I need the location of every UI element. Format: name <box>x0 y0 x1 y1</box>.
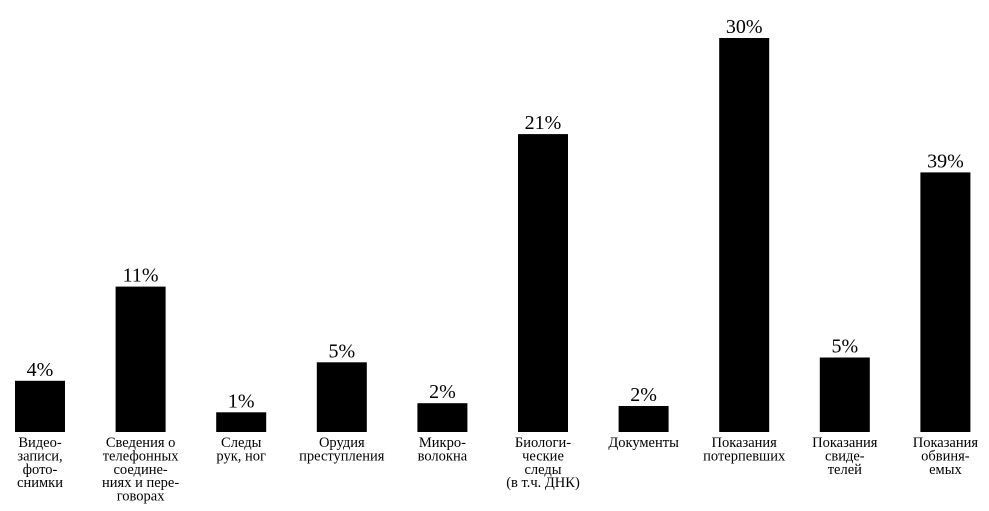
value-label-0: 4% <box>27 359 54 381</box>
category-label-8: Показания свиде-телей <box>812 435 878 478</box>
category-label-line: говорах <box>117 489 166 505</box>
category-label-line: записи, <box>17 448 62 464</box>
value-label-1: 11% <box>123 265 159 287</box>
category-label-5: Биологи-ческие следы (в т.ч. ДНК) <box>506 435 580 491</box>
category-label-line: емых <box>929 462 962 478</box>
category-label-line: телефонных <box>103 448 180 464</box>
bar-5 <box>518 134 568 432</box>
category-label-line: Показания <box>812 435 878 451</box>
value-label-8: 5% <box>831 336 858 358</box>
value-label-2: 1% <box>228 390 255 412</box>
category-label-6: Документы <box>608 435 679 451</box>
bar-9 <box>920 172 971 432</box>
category-label-line: обвиня- <box>921 448 970 464</box>
category-label-line: потерпевших <box>703 448 786 464</box>
bar-6 <box>618 406 669 432</box>
value-label-3: 5% <box>328 340 355 362</box>
category-label-0: Видео-записи, фото-снимки <box>17 435 63 491</box>
category-label-line: телей <box>828 462 862 478</box>
category-label-line: фото- <box>23 462 58 478</box>
value-label-6: 2% <box>630 384 657 406</box>
category-label-line: Сведения о <box>106 435 176 451</box>
category-label-line: ниях и пере- <box>102 475 179 491</box>
category-label-line: Показания <box>712 435 778 451</box>
bar-0 <box>15 380 65 432</box>
bars-group <box>15 38 971 432</box>
value-label-4: 2% <box>429 381 456 403</box>
category-labels-group: Видео-записи, фото-снимки Сведения о телефо… <box>17 435 978 505</box>
category-label-line: снимки <box>17 475 63 491</box>
category-label-line: ческие <box>522 448 564 464</box>
category-label-line: следы <box>524 462 561 478</box>
category-label-line: Микро- <box>419 435 466 451</box>
category-label-line: Биологи- <box>515 435 571 451</box>
category-label-2: Следы рук, ног <box>216 435 266 464</box>
value-label-7: 30% <box>726 16 763 38</box>
category-label-line: (в т.ч. ДНК) <box>506 475 580 491</box>
category-label-line: рук, ног <box>216 448 266 464</box>
category-label-line: волокна <box>418 448 468 464</box>
value-label-9: 39% <box>927 150 964 172</box>
category-label-line: свиде- <box>825 448 865 464</box>
category-label-line: соедине- <box>113 462 167 478</box>
category-label-9: Показания обвиня-емых <box>913 435 979 478</box>
bar-2 <box>216 412 267 432</box>
category-label-line: Следы <box>221 435 262 451</box>
bar-7 <box>719 38 770 432</box>
category-label-1: Сведения о телефонных соедине-ниях и пере-… <box>102 435 179 505</box>
value-label-5: 21% <box>525 112 562 134</box>
category-label-line: Видео- <box>18 435 61 451</box>
bar-3 <box>316 362 367 432</box>
category-label-4: Микро-волокна <box>418 435 468 464</box>
bar-8 <box>819 357 870 432</box>
category-label-line: преступления <box>299 448 385 464</box>
category-label-7: Показания потерпевших <box>703 435 786 464</box>
category-label-line: Документы <box>608 435 679 451</box>
bar-1 <box>115 286 166 432</box>
category-label-line: Показания <box>913 435 979 451</box>
bar-4 <box>417 403 468 432</box>
category-label-line: Орудия <box>319 435 365 451</box>
value-labels-group: 4% 11% 1% 5% 2% 21% 2% 30% 5% 39% <box>27 16 964 412</box>
category-label-3: Орудия преступления <box>299 435 385 464</box>
